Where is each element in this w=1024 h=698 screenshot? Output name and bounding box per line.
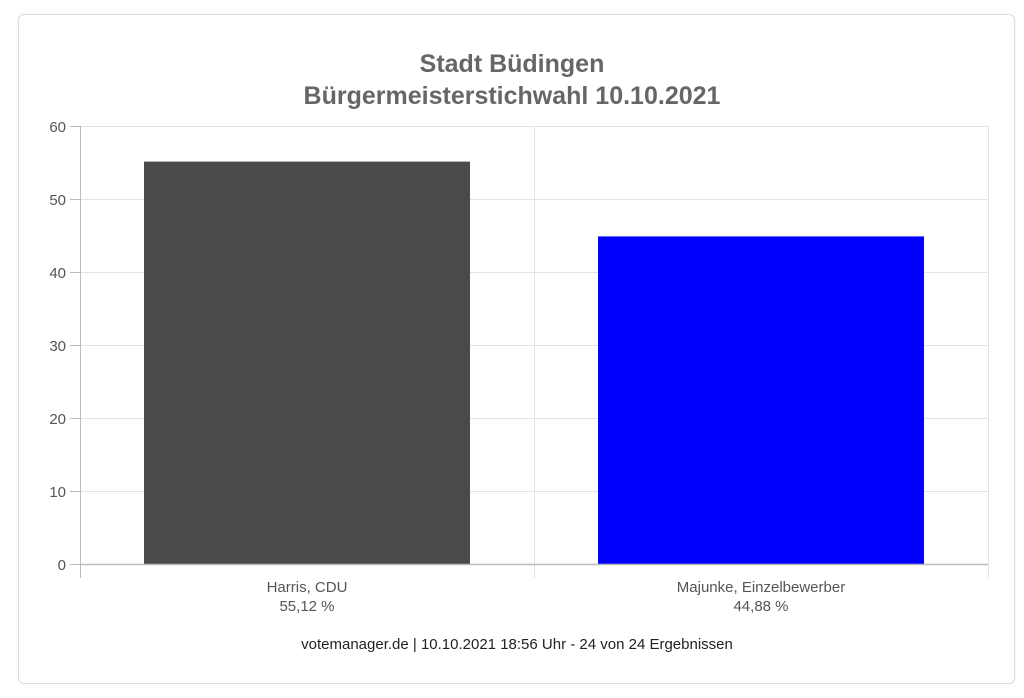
svg-text:60: 60 <box>49 119 66 136</box>
svg-text:40: 40 <box>49 265 66 282</box>
svg-text:0: 0 <box>58 557 66 574</box>
svg-text:30: 30 <box>49 338 66 355</box>
bar-harris-cdu[interactable] <box>144 161 470 564</box>
chart-subtitle: Bürgermeisterstichwahl 10.10.2021 <box>303 82 721 110</box>
svg-text:50: 50 <box>49 192 66 209</box>
x-label-harris: Harris, CDU 55,12 % <box>144 578 470 616</box>
x-label-majunke: Majunke, Einzelbewerber 44,88 % <box>598 578 924 616</box>
candidate-percent: 55,12 % <box>279 598 335 615</box>
y-axis-labels: 60 50 40 30 20 10 0 <box>49 119 66 574</box>
candidate-name: Majunke, Einzelbewerber <box>676 579 846 596</box>
y-axis-ticks <box>70 126 80 565</box>
bar-majunke-einzelbewerber[interactable] <box>598 236 924 564</box>
svg-text:10: 10 <box>49 484 66 501</box>
candidate-percent: 44,88 % <box>733 598 789 615</box>
chart-title: Stadt Büdingen <box>419 50 605 78</box>
svg-text:20: 20 <box>49 411 66 428</box>
source-footer: votemanager.de | 10.10.2021 18:56 Uhr - … <box>301 636 733 653</box>
candidate-name: Harris, CDU <box>266 579 348 596</box>
